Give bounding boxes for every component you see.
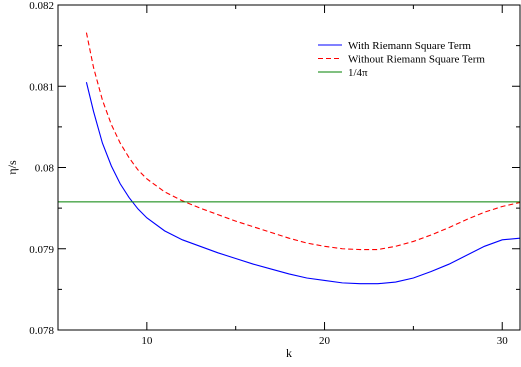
plot-frame xyxy=(57,4,521,331)
legend-entry-label: 1/4π xyxy=(348,67,368,79)
ticks-layer: 10 20 30 0.078 0.079 0.08 0.081 0.082 xyxy=(29,0,520,347)
series-line-without-riemann-square-term xyxy=(85,32,521,251)
x-axis-label: k xyxy=(286,346,292,360)
y-tick-label: 0.08 xyxy=(35,163,55,175)
y-tick-label: 0.081 xyxy=(29,81,54,93)
legend: With Riemann Square Term Without Riemann … xyxy=(318,40,485,79)
y-tick-label: 0.078 xyxy=(29,325,54,337)
series-layer xyxy=(58,32,521,285)
legend-entry-label: With Riemann Square Term xyxy=(348,40,471,52)
y-tick-label: 0.079 xyxy=(29,244,54,256)
y-axis-label: η/s xyxy=(5,160,19,175)
x-tick-label: 20 xyxy=(319,335,331,347)
x-tick-label: 30 xyxy=(497,335,509,347)
legend-entry-label: Without Riemann Square Term xyxy=(348,54,485,66)
y-tick-label: 0.082 xyxy=(29,0,54,12)
labels-layer: k η/s xyxy=(5,160,292,360)
x-tick-label: 10 xyxy=(141,335,153,347)
series-line-with-riemann-square-term xyxy=(85,82,521,285)
